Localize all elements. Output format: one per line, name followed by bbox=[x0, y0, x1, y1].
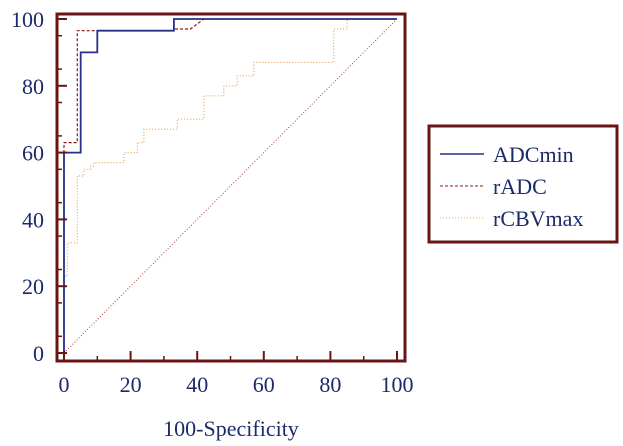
y-tick-label: 40 bbox=[22, 207, 44, 232]
x-tick-label: 40 bbox=[186, 372, 208, 397]
reference-diagonal bbox=[63, 18, 398, 354]
series-line-rcbvmax bbox=[63, 18, 397, 353]
legend: ADCmin rADC rCBVmax bbox=[427, 124, 619, 244]
y-tick-label: 20 bbox=[22, 274, 44, 299]
series-line-adcmin bbox=[63, 18, 397, 353]
x-tick-label: 20 bbox=[120, 372, 142, 397]
x-tick-label: 0 bbox=[59, 372, 70, 397]
x-axis-label: 100-Specificity bbox=[163, 416, 299, 441]
plot-frame bbox=[55, 12, 407, 363]
y-tick-label: 100 bbox=[11, 7, 44, 32]
x-tick-label: 100 bbox=[381, 372, 414, 397]
legend-label-adcmin: ADCmin bbox=[493, 142, 574, 167]
y-tick-label: 60 bbox=[22, 141, 44, 166]
legend-label-rcbvmax: rCBVmax bbox=[493, 206, 583, 231]
x-tick-label: 60 bbox=[253, 372, 275, 397]
y-tick-label: 0 bbox=[33, 341, 44, 366]
x-tick-label: 80 bbox=[319, 372, 341, 397]
legend-box bbox=[427, 124, 619, 244]
y-tick-label: 80 bbox=[22, 74, 44, 99]
legend-label-radc: rADC bbox=[493, 174, 547, 199]
